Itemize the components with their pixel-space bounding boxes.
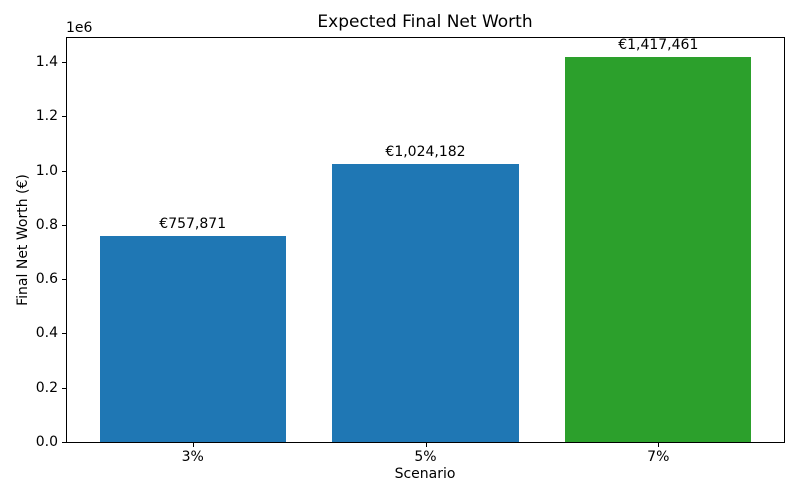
bar-value-label: €757,871 — [159, 216, 227, 233]
y-tick-label: 1.2 — [35, 108, 58, 125]
y-tick-label: 0.6 — [35, 271, 58, 288]
y-tick-mark — [62, 61, 66, 63]
y-tick-label: 0.4 — [35, 325, 58, 342]
y-tick-mark — [62, 116, 66, 118]
bar-7percent — [565, 57, 752, 442]
y-tick-label: 1.4 — [35, 53, 58, 70]
y-tick-label: 0.2 — [35, 379, 58, 396]
bar-value-label: €1,417,461 — [618, 37, 699, 54]
x-axis-label: Scenario — [394, 466, 456, 482]
x-tick-label: 3% — [181, 449, 204, 465]
y-tick-mark — [62, 333, 66, 335]
x-tick-mark — [192, 443, 194, 447]
x-tick-mark — [425, 443, 427, 447]
y-tick-mark — [62, 387, 66, 389]
bar-5percent — [332, 164, 519, 442]
y-tick-label: 1.0 — [35, 162, 58, 179]
bar-3percent — [99, 236, 286, 442]
plot-area: €757,871 €1,024,182 €1,417,461 — [66, 37, 785, 443]
y-tick-label: 0.0 — [35, 434, 58, 450]
y-axis-offset-text: 1e6 — [66, 20, 93, 36]
x-tick-label: 7% — [647, 449, 670, 465]
y-tick-mark — [62, 442, 66, 443]
y-tick-mark — [62, 279, 66, 281]
x-tick-mark — [658, 443, 660, 447]
y-tick-mark — [62, 224, 66, 226]
chart-title: Expected Final Net Worth — [317, 12, 533, 32]
y-tick-mark — [62, 170, 66, 172]
bar-value-label: €1,024,182 — [385, 144, 466, 160]
y-tick-label: 0.8 — [35, 216, 58, 233]
x-tick-label: 5% — [414, 449, 437, 465]
